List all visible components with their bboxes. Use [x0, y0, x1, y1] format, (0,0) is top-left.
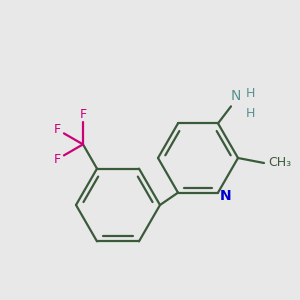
Text: F: F: [53, 153, 61, 166]
Text: N: N: [220, 189, 232, 202]
Text: F: F: [53, 123, 61, 136]
Text: CH₃: CH₃: [268, 157, 291, 169]
Text: H: H: [246, 87, 255, 100]
Text: H: H: [246, 107, 255, 120]
Text: N: N: [231, 89, 241, 103]
Text: F: F: [80, 108, 87, 121]
